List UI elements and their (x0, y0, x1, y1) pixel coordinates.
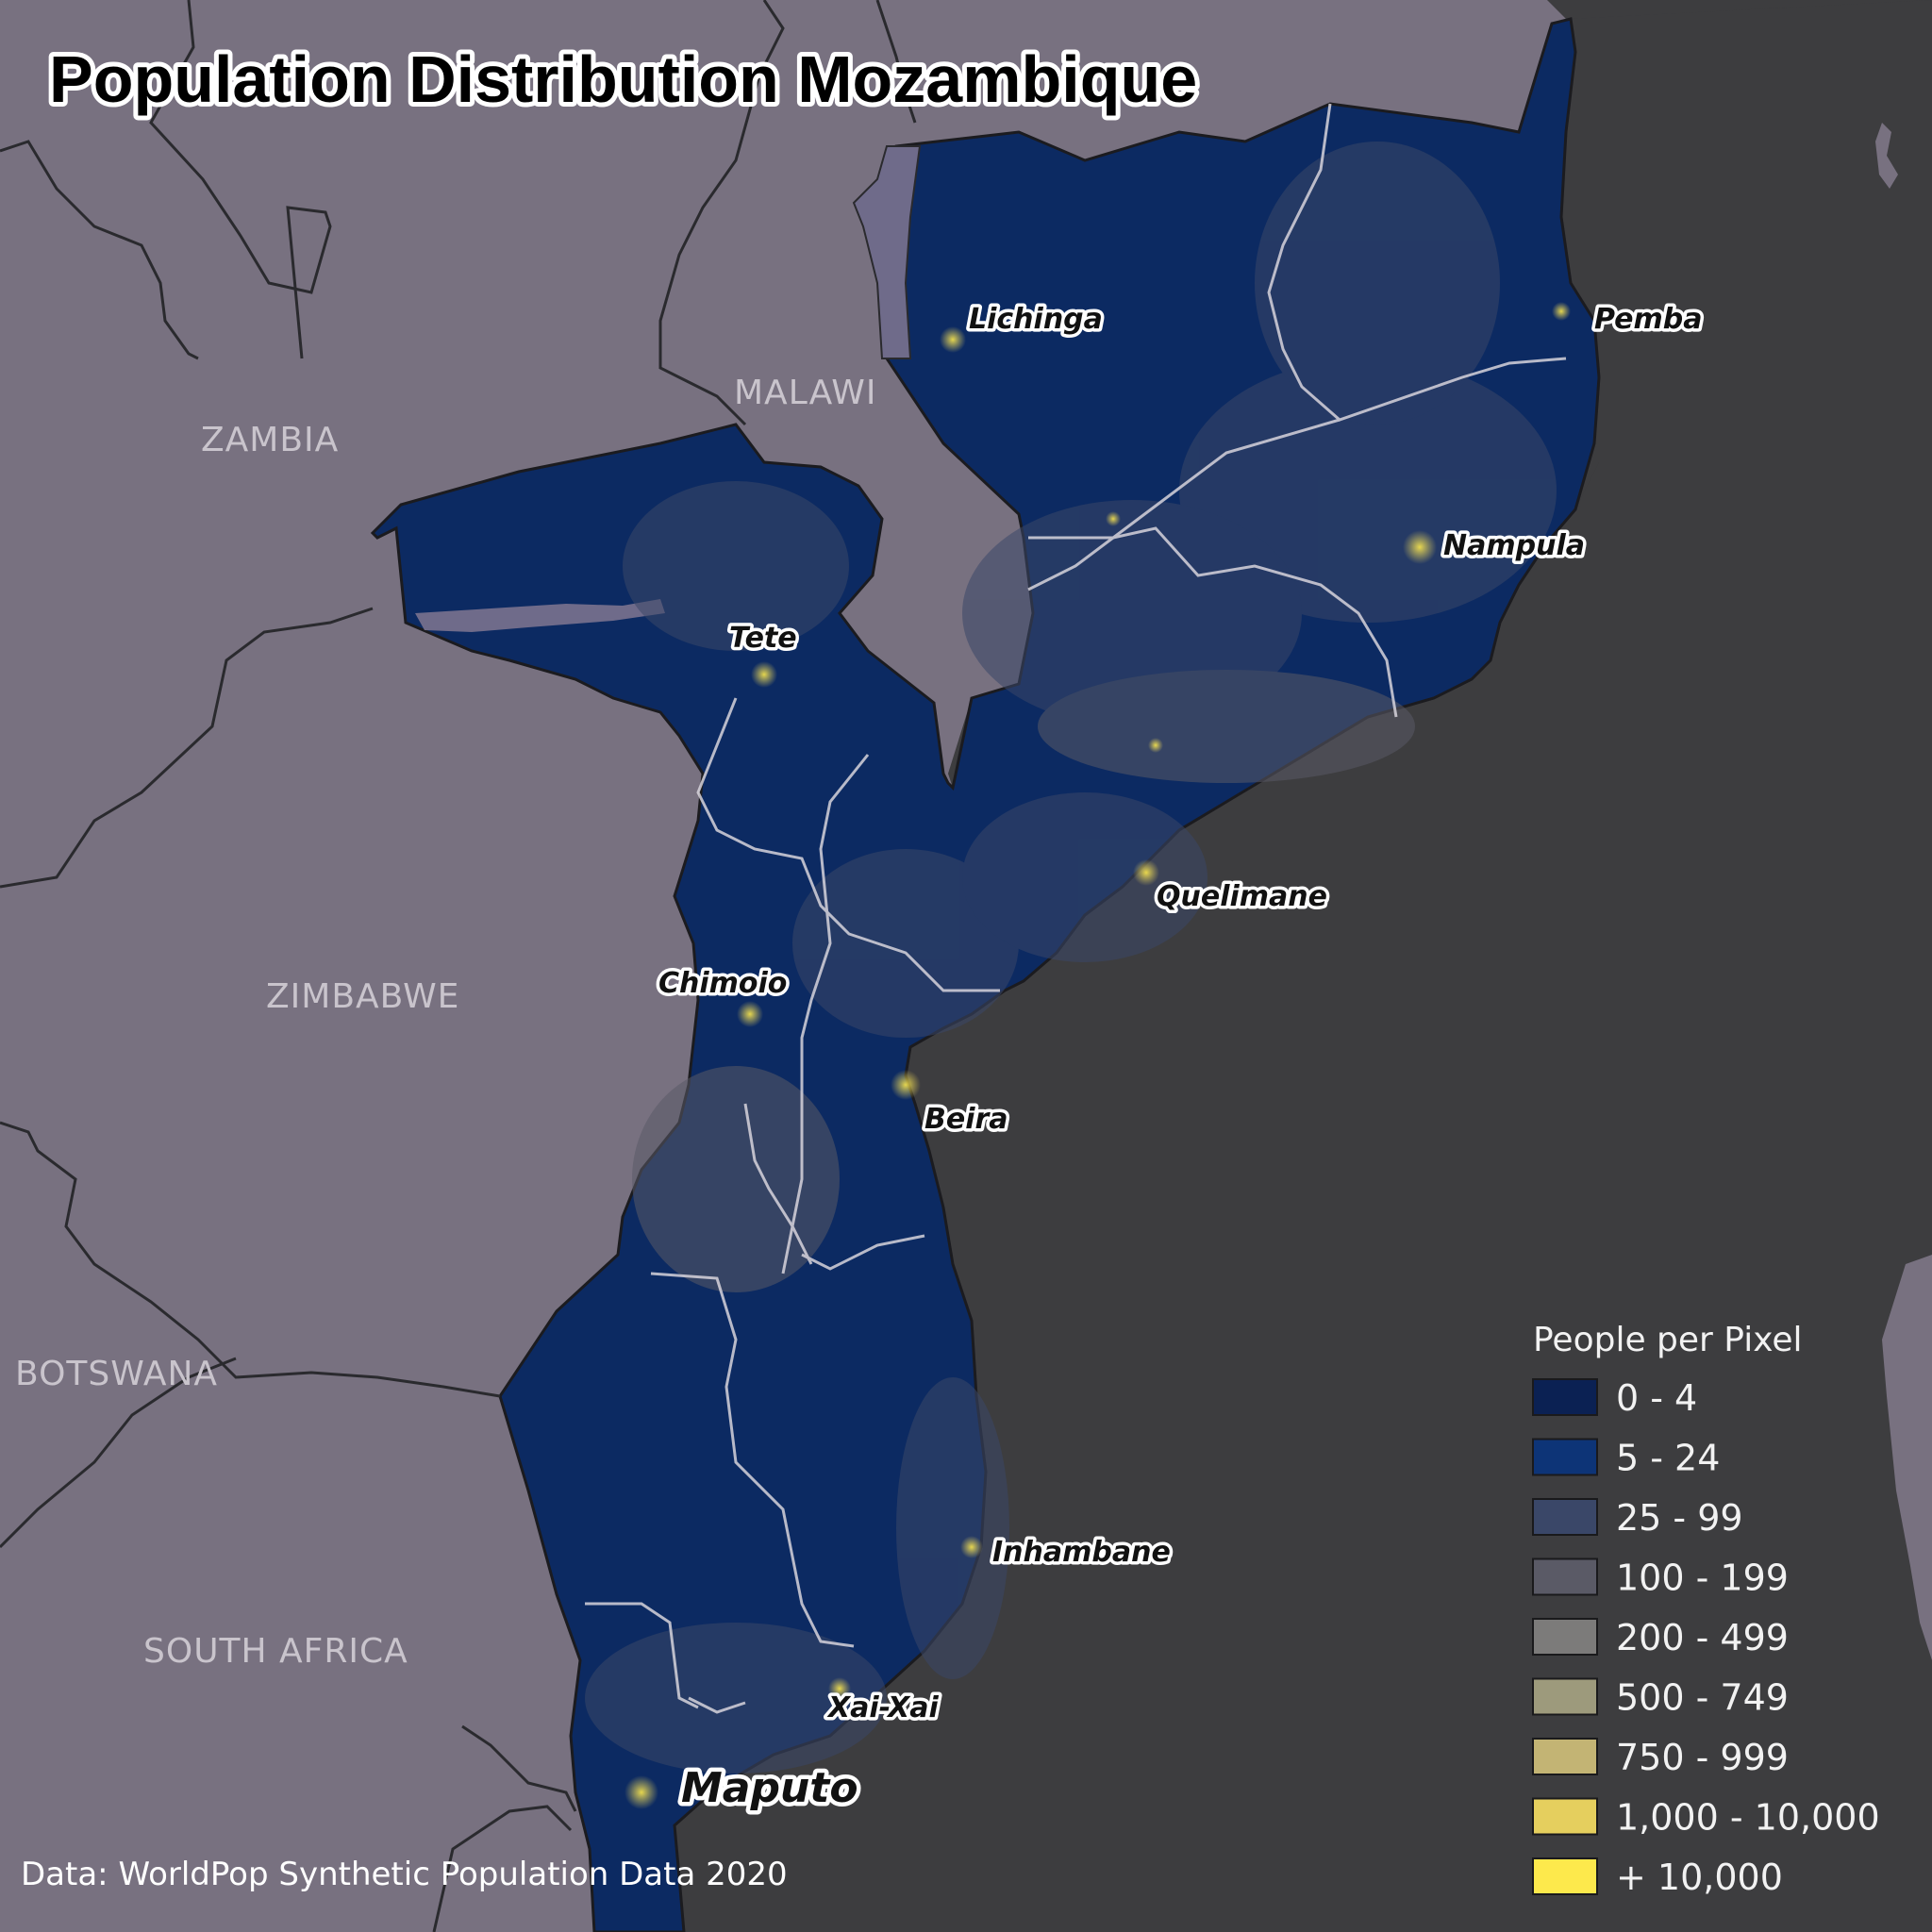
lake-niassa (852, 145, 922, 359)
island-north (1875, 123, 1898, 189)
legend-title: People per Pixel (1533, 1321, 1803, 1359)
legend-label: 500 - 749 (1616, 1677, 1789, 1719)
legend-label: 25 - 99 (1616, 1497, 1743, 1539)
city-label-maputo: Maputo (681, 1764, 858, 1812)
country-label-botswana: BOTSWANA (15, 1355, 218, 1393)
legend-swatch (1532, 1738, 1598, 1775)
lake-cahora-bassa (415, 599, 665, 632)
city-label-xai-xai: Xai-Xai (826, 1691, 939, 1724)
legend-label: 5 - 24 (1616, 1438, 1720, 1479)
country-borders (0, 0, 917, 1932)
city-label-chimoio: Chimoio (658, 967, 787, 1000)
legend-swatch (1532, 1857, 1598, 1895)
legend-swatch (1532, 1677, 1598, 1716)
legend-label: 100 - 199 (1616, 1557, 1789, 1599)
city-label-pemba: Pemba (1594, 303, 1703, 336)
legend-label: 1,000 - 10,000 (1616, 1797, 1880, 1839)
data-source: Data: WorldPop Synthetic Population Data… (21, 1856, 788, 1893)
city-label-beira: Beira (924, 1103, 1008, 1136)
country-label-malawi: MALAWI (734, 374, 876, 412)
legend-swatch (1532, 1378, 1598, 1416)
legend-swatch (1532, 1438, 1598, 1476)
map-title: Population Distribution Mozambique (49, 42, 1197, 116)
legend-swatch (1532, 1557, 1598, 1596)
city-label-inhambane: Inhambane (992, 1536, 1171, 1569)
admin-borders (585, 103, 1567, 1714)
legend-label: 750 - 999 (1616, 1737, 1789, 1778)
legend-swatch (1532, 1618, 1598, 1656)
country-label-zimbabwe: ZIMBABWE (266, 977, 459, 1016)
country-label-zambia: ZAMBIA (201, 421, 339, 459)
legend-label: 200 - 499 (1616, 1617, 1789, 1658)
legend-label: 0 - 4 (1616, 1377, 1697, 1419)
legend: People per Pixel 0 - 4 5 - 24 25 - 99 100 -… (1532, 1321, 1880, 1898)
city-glows (625, 302, 1571, 1809)
legend-items: 0 - 4 5 - 24 25 - 99 100 - 199 200 - 499 500 … (1532, 1377, 1880, 1898)
island-east (1882, 1255, 1932, 1660)
city-label-tete: Tete (729, 622, 797, 655)
city-label-lichinga: Lichinga (969, 303, 1103, 336)
city-label-nampula: Nampula (1443, 529, 1585, 562)
legend-swatch (1532, 1797, 1598, 1836)
legend-label: + 10,000 (1616, 1857, 1783, 1898)
legend-swatch (1532, 1498, 1598, 1536)
city-label-quelimane: Quelimane (1157, 880, 1327, 913)
country-label-south-africa: SOUTH AFRICA (143, 1632, 408, 1671)
